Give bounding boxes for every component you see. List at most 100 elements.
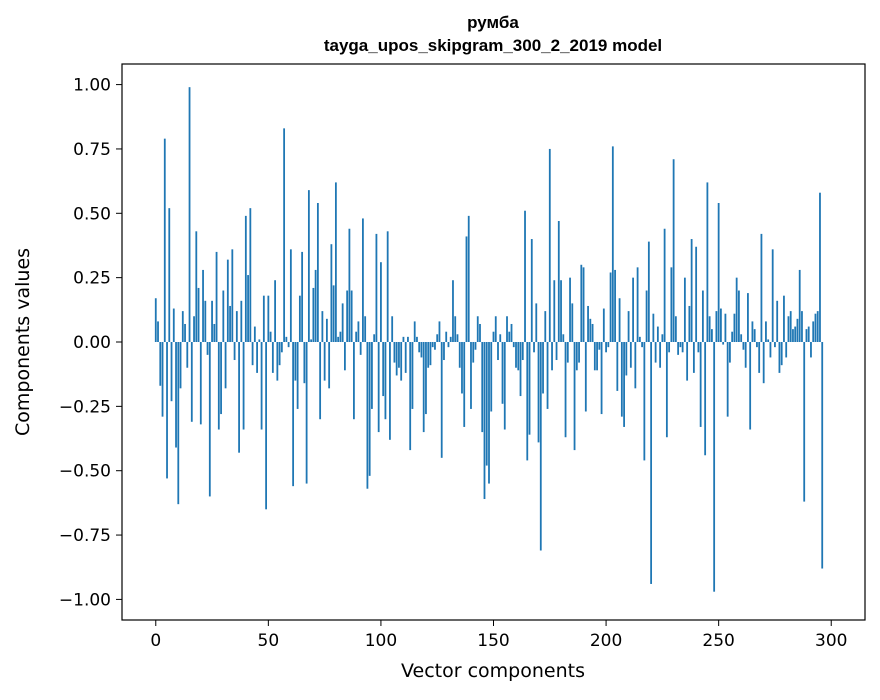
bar-0 — [154, 298, 157, 342]
bar-279 — [783, 295, 785, 342]
bar-245 — [706, 182, 709, 342]
y-tick-label-7: 0.75 — [73, 140, 111, 160]
bar-240 — [695, 246, 698, 342]
y-axis: −1.00 −0.75 −0.50 −0.25 0.00 0.25 0.50 0.75 1.00 — [59, 76, 122, 610]
bar-250 — [717, 203, 720, 342]
bar-94 — [366, 342, 369, 489]
bar-293 — [814, 313, 817, 342]
bar-183 — [566, 342, 569, 363]
bar-87 — [350, 290, 353, 342]
bar-211 — [629, 342, 632, 368]
bar-38 — [240, 300, 243, 342]
bar-117 — [418, 342, 421, 353]
bar-69 — [310, 339, 313, 342]
bar-281 — [787, 316, 790, 342]
bar-59 — [287, 342, 290, 348]
bar-65 — [301, 251, 304, 342]
bar-127 — [440, 342, 443, 458]
bar-89 — [355, 331, 358, 342]
bar-74 — [321, 311, 324, 342]
bar-139 — [467, 215, 470, 342]
bar-242 — [699, 342, 702, 427]
bar-12 — [181, 311, 184, 342]
bar-295 — [819, 192, 821, 342]
bar-146 — [483, 342, 486, 500]
bar-88 — [353, 342, 355, 420]
bar-14 — [186, 342, 189, 368]
bar-56 — [280, 342, 283, 353]
bar-97 — [373, 334, 376, 342]
bar-217 — [643, 342, 646, 461]
bar-19 — [197, 287, 200, 342]
bar-203 — [611, 146, 614, 342]
x-tick-label-300: 300 — [815, 631, 847, 651]
bar-121 — [427, 342, 430, 368]
bar-251 — [720, 308, 722, 342]
bar-126 — [438, 321, 441, 342]
bar-5 — [166, 342, 168, 479]
bar-274 — [771, 249, 774, 342]
bar-204 — [614, 269, 616, 342]
bar-199 — [602, 308, 605, 342]
bar-85 — [346, 290, 349, 342]
bar-290 — [807, 326, 810, 342]
bar-265 — [751, 321, 754, 342]
bar-228 — [668, 342, 671, 353]
bar-141 — [472, 342, 475, 363]
bar-105 — [391, 316, 394, 342]
bar-239 — [692, 342, 695, 373]
bar-23 — [206, 342, 209, 355]
bar-99 — [377, 342, 380, 433]
bar-263 — [747, 293, 749, 342]
y-tick-label-2: −0.50 — [59, 462, 111, 482]
bar-261 — [742, 342, 745, 350]
bar-78 — [330, 244, 333, 342]
bar-227 — [665, 342, 668, 438]
bar-268 — [758, 342, 761, 373]
bar-24 — [208, 342, 211, 497]
bar-236 — [686, 342, 689, 381]
bar-80 — [334, 182, 337, 342]
bar-226 — [663, 228, 666, 342]
bar-106 — [393, 342, 396, 363]
bar-216 — [641, 342, 643, 348]
bar-66 — [303, 342, 306, 384]
bar-50 — [267, 295, 270, 342]
bar-283 — [792, 329, 794, 342]
bar-30 — [222, 290, 225, 342]
bar-212 — [632, 277, 634, 342]
x-tick-label-50: 50 — [258, 631, 280, 651]
x-axis-label: Vector components — [401, 660, 585, 682]
bar-142 — [474, 342, 477, 350]
bar-218 — [645, 290, 648, 342]
bar-138 — [465, 236, 468, 342]
bar-72 — [316, 203, 319, 342]
bar-151 — [494, 316, 497, 342]
bar-260 — [740, 334, 743, 342]
bar-133 — [454, 316, 457, 342]
bar-21 — [202, 269, 204, 342]
bar-291 — [810, 342, 812, 358]
bar-148 — [488, 342, 490, 484]
bar-241 — [697, 342, 700, 353]
bar-248 — [713, 342, 716, 592]
bar-122 — [429, 342, 432, 366]
bar-46 — [258, 339, 261, 342]
bar-54 — [276, 342, 279, 381]
bar-269 — [760, 233, 763, 342]
bar-157 — [508, 331, 511, 342]
bar-83 — [341, 303, 344, 342]
bar-230 — [672, 159, 675, 342]
bar-13 — [184, 323, 186, 342]
y-tick-label-5: 0.25 — [73, 269, 111, 289]
bar-48 — [262, 295, 265, 342]
bar-91 — [359, 342, 362, 355]
bar-196 — [596, 342, 598, 371]
bar-7 — [170, 342, 173, 402]
bar-286 — [798, 269, 801, 342]
bar-39 — [242, 342, 245, 430]
bar-26 — [213, 323, 216, 342]
chart-title: румба — [467, 13, 519, 32]
bar-108 — [398, 342, 400, 368]
bar-61 — [292, 342, 295, 487]
